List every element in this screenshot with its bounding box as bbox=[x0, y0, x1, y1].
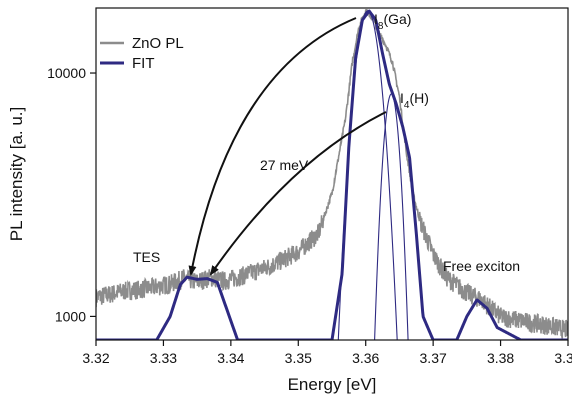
y-axis-title: PL intensity [a. u.] bbox=[7, 107, 26, 242]
annotation-i4-h: I4(H) bbox=[400, 90, 429, 111]
arrow-i8-to-tes bbox=[188, 17, 357, 276]
annotations: I8(Ga) I4(H) 27 meV TES Free exciton bbox=[133, 11, 520, 274]
annotation-27mev: 27 meV bbox=[260, 157, 309, 173]
series-fit-line bbox=[96, 9, 568, 340]
plot-frame bbox=[95, 7, 569, 341]
x-tick-label: 3.37 bbox=[420, 350, 447, 366]
arrow-i4-to-tes bbox=[209, 111, 387, 276]
y-tick-label: 10000 bbox=[47, 65, 86, 81]
legend-label-fit: FIT bbox=[132, 55, 155, 72]
annotation-arrows bbox=[188, 17, 387, 276]
annotation-tes: TES bbox=[133, 249, 160, 265]
x-tick-label: 3.38 bbox=[487, 350, 514, 366]
x-tick-label: 3.32 bbox=[82, 350, 109, 366]
x-axis-title: Energy [eV] bbox=[288, 375, 377, 394]
legend: ZnO PL FIT bbox=[100, 35, 184, 72]
annotation-free-exciton: Free exciton bbox=[443, 258, 520, 274]
x-tick-label: 3.39 bbox=[554, 350, 572, 366]
series-layer bbox=[96, 8, 568, 340]
x-tick-label: 3.33 bbox=[150, 350, 177, 366]
axes: 3.32 3.33 3.34 3.35 3.36 3.37 3.38 3.39 1000 1000… bbox=[7, 65, 572, 394]
x-tick-label: 3.34 bbox=[217, 350, 244, 366]
legend-label-zno-pl: ZnO PL bbox=[132, 35, 184, 52]
x-tick-label: 3.35 bbox=[285, 350, 312, 366]
y-tick-label: 1000 bbox=[55, 308, 86, 324]
x-tick-label: 3.36 bbox=[352, 350, 379, 366]
annotation-i8-ga: I8(Ga) bbox=[374, 11, 411, 32]
series-zno-pl-line bbox=[96, 8, 568, 339]
